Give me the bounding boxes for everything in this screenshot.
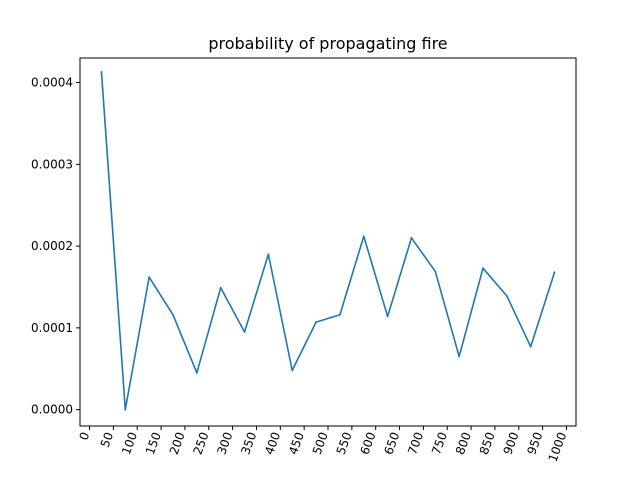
data-point [482, 267, 484, 270]
data-point [291, 369, 294, 372]
data-point [195, 371, 198, 374]
x-tick-label: 200 [167, 430, 188, 456]
x-tick-label: 350 [238, 430, 259, 456]
plot-frame [79, 57, 577, 427]
y-axis: 0.0000 0.0001 0.0002 0.0003 0.0004 [31, 76, 80, 417]
data-point [148, 276, 151, 279]
data-point [553, 271, 556, 274]
y-tick-label: 0.0002 [31, 239, 73, 253]
data-point [386, 315, 389, 318]
x-tick-label: 850 [477, 430, 498, 456]
series-line [100, 71, 556, 411]
x-tick-label: 700 [405, 430, 426, 456]
x-tick-label: 0 [77, 430, 93, 442]
y-tick-label: 0.0003 [31, 157, 73, 171]
data-point [124, 408, 127, 411]
x-tick-label: 950 [524, 430, 545, 456]
data-point [410, 237, 413, 239]
x-tick-label: 250 [191, 430, 212, 456]
x-tick-label: 500 [310, 430, 331, 456]
y-tick-label: 0.0004 [31, 76, 73, 90]
y-tick-label: 0.0000 [31, 403, 73, 417]
chart-title: probability of propagating fire [208, 34, 447, 53]
x-tick-label: 1000 [546, 430, 570, 463]
data-point [267, 253, 270, 256]
data-point [219, 286, 222, 289]
data-point [529, 345, 532, 348]
data-point [339, 313, 341, 316]
data-point [243, 331, 246, 333]
data-point [100, 71, 103, 73]
data-point [434, 270, 437, 273]
x-tick-label: 550 [334, 430, 355, 456]
x-tick-label: 150 [143, 430, 164, 456]
x-axis: 0 50 100 150 200 250 300 350 400 450 500 550 600 650 7… [77, 426, 570, 464]
data-point [315, 321, 317, 324]
data-point [458, 355, 461, 358]
x-tick-label: 100 [119, 430, 140, 456]
x-tick-label: 750 [429, 430, 450, 456]
data-point [505, 295, 508, 297]
data-point [362, 235, 365, 238]
x-tick-label: 450 [286, 430, 307, 456]
data-point [172, 313, 174, 316]
y-tick-label: 0.0001 [31, 321, 73, 335]
x-tick-label: 900 [501, 430, 522, 456]
x-tick-label: 800 [453, 430, 474, 456]
x-tick-label: 600 [358, 430, 379, 456]
x-tick-label: 50 [98, 430, 116, 449]
x-tick-label: 400 [262, 430, 283, 456]
x-tick-label: 650 [381, 430, 402, 456]
x-tick-label: 300 [214, 430, 235, 456]
series-layer [100, 71, 556, 411]
